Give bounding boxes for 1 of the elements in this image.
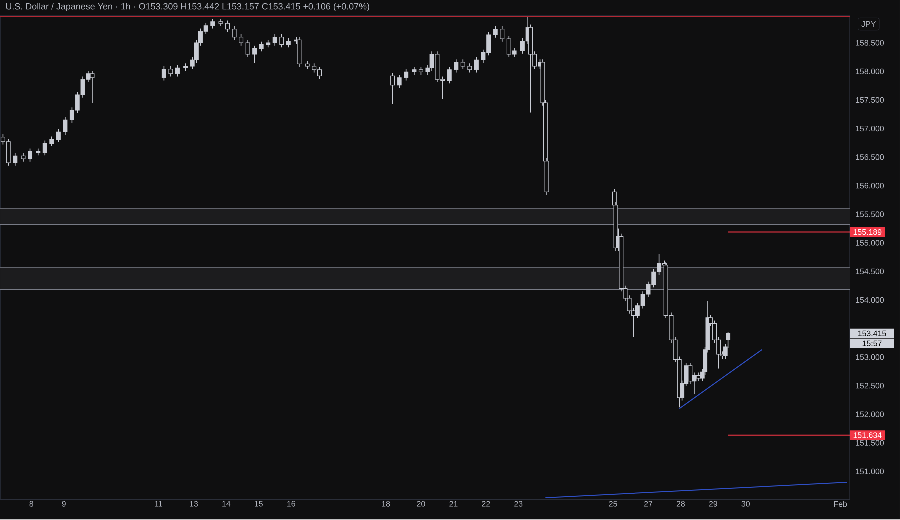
chart-title: U.S. Dollar / Japanese Yen · 1h · O153.309 H153.442 L153.157 C153.415 +0.106 (+0.07%) bbox=[6, 3, 370, 12]
